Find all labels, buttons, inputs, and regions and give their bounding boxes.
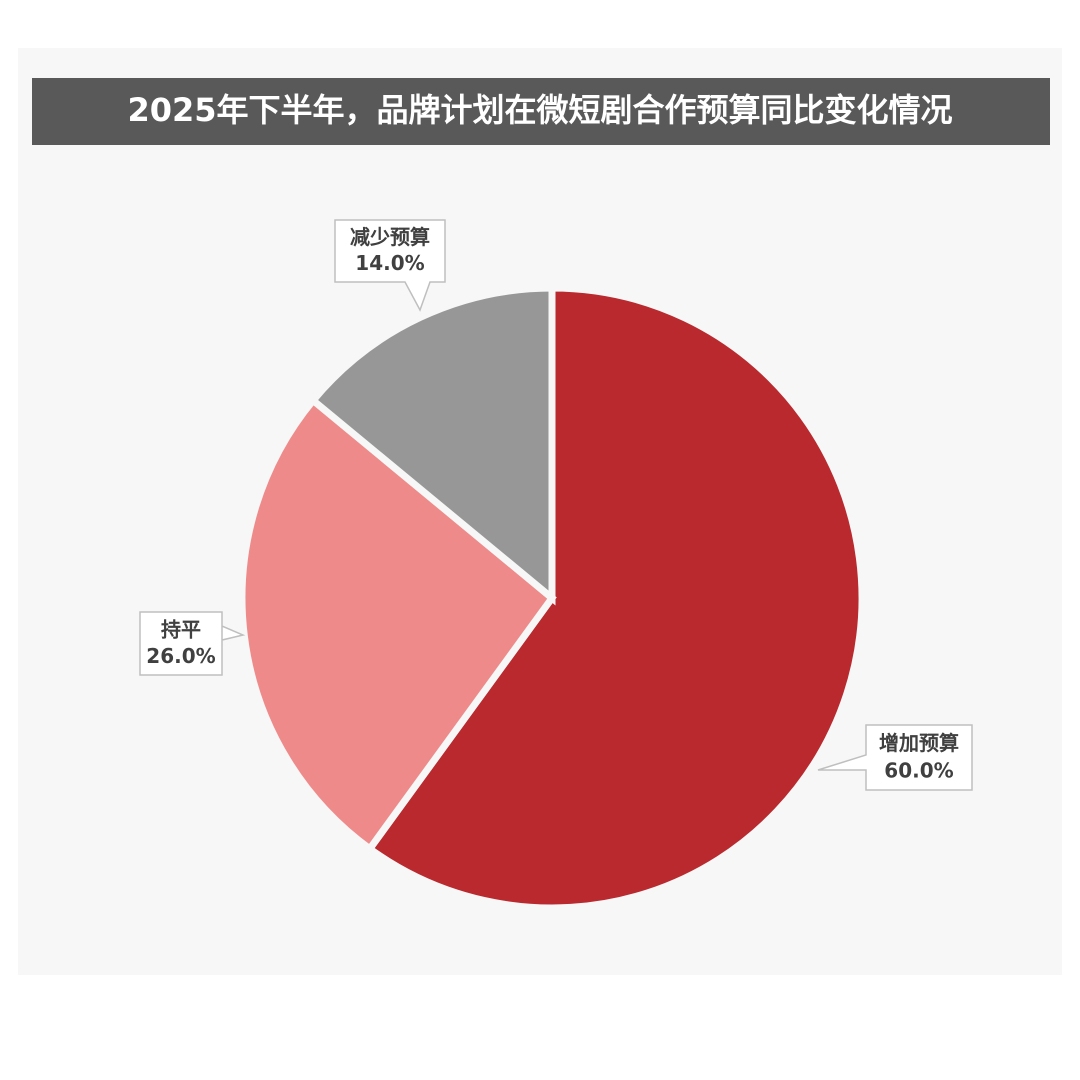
label-box	[139, 611, 246, 676]
slice-label: 增加预算	[879, 731, 959, 755]
pie-slice	[308, 284, 556, 606]
pie-slice	[364, 284, 866, 912]
slice-value-label: 26.0%	[146, 644, 215, 668]
label-box	[334, 219, 446, 312]
slice-label: 持平	[161, 617, 201, 641]
label-box	[817, 724, 973, 791]
chart-title: 2025年下半年，品牌计划在微短剧合作预算同比变化情况	[127, 91, 952, 129]
title-bar	[32, 78, 1050, 145]
pie-slice	[238, 395, 557, 854]
slice-label: 减少预算	[350, 225, 430, 249]
slice-value-label: 14.0%	[355, 251, 424, 275]
slice-value-label: 60.0%	[884, 758, 953, 782]
